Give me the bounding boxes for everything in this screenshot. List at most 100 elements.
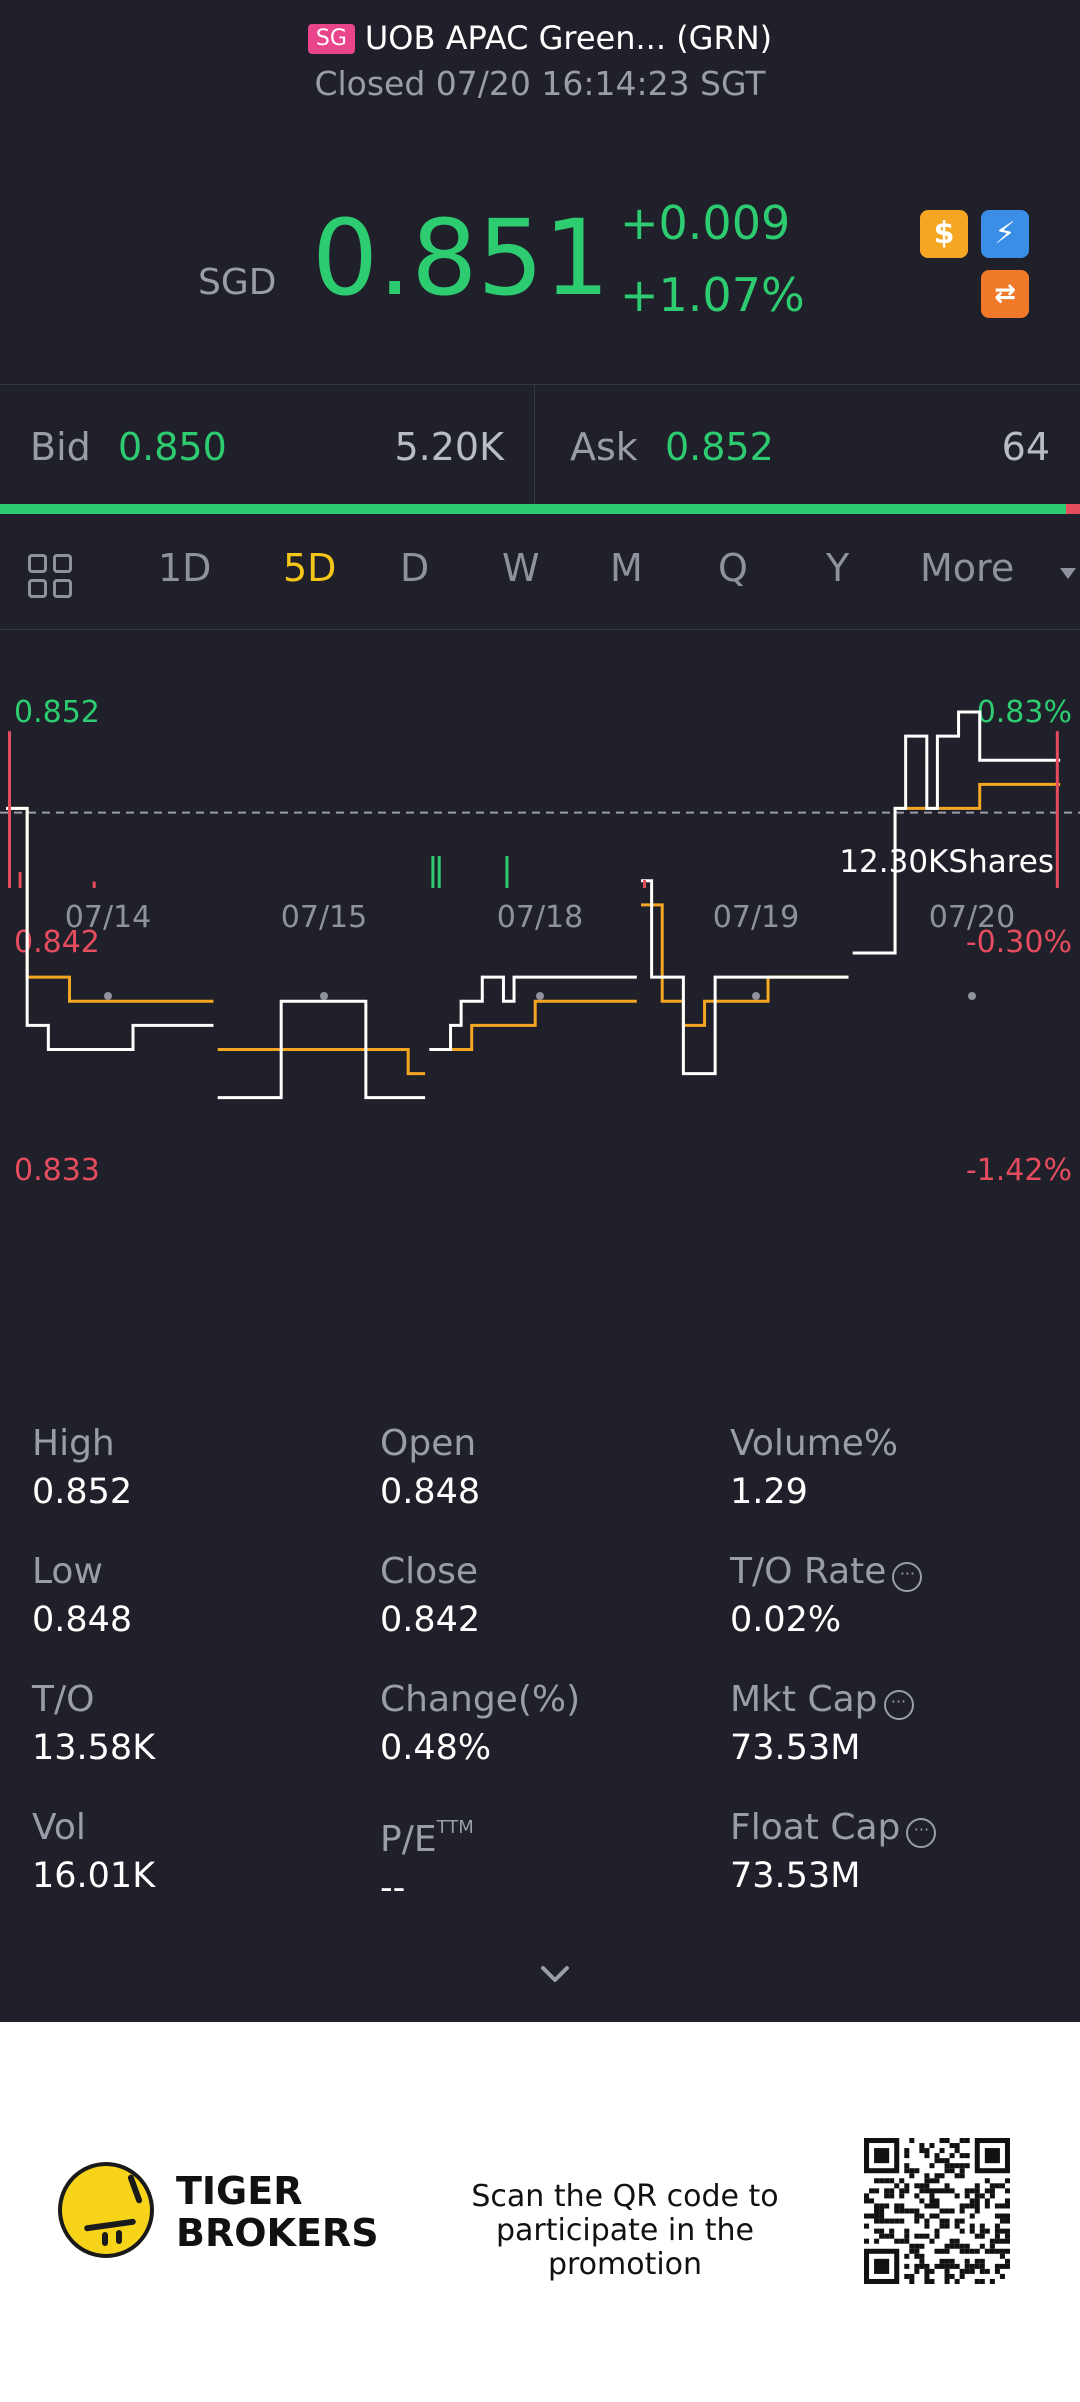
stat-high: High 0.852 (32, 1420, 372, 1516)
bid-ratio-fill (0, 504, 1066, 514)
price-change-pct: +1.07% (620, 268, 805, 322)
stat-t-o-rate[interactable]: T/O Rate ··· 0.02% (730, 1548, 1070, 1644)
stat-label: Volume% (730, 1423, 899, 1464)
currency-label: SGD (198, 262, 277, 303)
tab-more[interactable]: More (920, 546, 1015, 590)
bolt-icon[interactable]: ⚡ (981, 210, 1029, 258)
volume-bar (92, 881, 96, 888)
bid-ask-panel[interactable]: Bid 0.850 5.20K Ask 0.852 64 (0, 384, 1080, 507)
qr-code-icon[interactable] (864, 2138, 1010, 2284)
x-axis-tick-dot (752, 992, 760, 1000)
volume-bar (437, 856, 441, 888)
dollar-icon[interactable]: $ (920, 210, 968, 258)
tab-w[interactable]: W (502, 546, 540, 590)
promo-footer: TIGER BROKERS Scan the QR code to partic… (0, 2022, 1080, 2402)
stat-value: 73.53M (730, 1856, 861, 1896)
promo-line-2: participate in the promotion (496, 2213, 754, 2282)
stat-close: Close 0.842 (380, 1548, 720, 1644)
price-line (429, 975, 637, 1051)
stock-title: UOB APAC Green... (GRN) (364, 19, 773, 57)
tiger-logo-icon (58, 2162, 154, 2258)
x-axis-label: 07/18 (497, 900, 583, 935)
promo-text: Scan the QR code to participate in the p… (420, 2180, 830, 2282)
tab-q[interactable]: Q (718, 546, 748, 590)
stat-vol: Vol 16.01K (32, 1804, 372, 1900)
stat-value: 13.58K (32, 1728, 156, 1768)
y-axis-label-right: 0.83% (977, 695, 1072, 730)
volume-bar (643, 880, 647, 888)
brand-name: TIGER BROKERS (176, 2170, 379, 2254)
more-info-icon[interactable]: ··· (892, 1562, 923, 1592)
brand-line-2: BROKERS (176, 2211, 379, 2255)
stat-label-sup: TTM (436, 1817, 474, 1838)
stat-value: -- (380, 1868, 406, 1908)
stat-value: 73.53M (730, 1728, 861, 1768)
stat-label: Change(%) (380, 1679, 581, 1720)
tab-5d[interactable]: 5D (283, 546, 337, 590)
stat-change-: Change(%) 0.48% (380, 1676, 720, 1772)
stock-title-row[interactable]: SG UOB APAC Green... (GRN) (0, 18, 1080, 58)
last-price: 0.851 (312, 197, 610, 319)
stat-label: T/O Rate ··· (730, 1548, 1070, 1596)
more-info-icon[interactable]: ··· (883, 1690, 914, 1720)
stat-volume-: Volume% 1.29 (730, 1420, 1070, 1516)
tab-y[interactable]: Y (826, 546, 850, 590)
stat-p-e: P/ETTM -- (380, 1804, 720, 1912)
grid-icon[interactable] (28, 554, 74, 600)
chevron-down-icon[interactable] (1060, 568, 1076, 579)
volume-bar (8, 731, 11, 888)
y-axis-label-left: 0.852 (14, 695, 100, 730)
ask-ratio-fill (1065, 504, 1080, 514)
stat-label: Mkt Cap ··· (730, 1676, 1070, 1724)
stat-value: 16.01K (32, 1856, 156, 1896)
x-axis-label: 07/19 (713, 900, 799, 935)
stat-value: 0.852 (32, 1472, 133, 1512)
stat-low: Low 0.848 (32, 1548, 372, 1644)
market-badge: SG (307, 24, 355, 54)
stat-value: 0.48% (380, 1728, 492, 1768)
volume-bar (505, 856, 509, 888)
bid-qty: 5.20K (394, 425, 504, 469)
price-change: +0.009 (620, 196, 791, 250)
ask-label: Ask (570, 425, 638, 469)
average-line (429, 999, 637, 1051)
tab-m[interactable]: M (610, 546, 643, 590)
stat-float-cap[interactable]: Float Cap ··· 73.53M (730, 1804, 1070, 1900)
bid-ask-ratio-bar (0, 504, 1080, 514)
stat-t-o: T/O 13.58K (32, 1676, 372, 1772)
brand-line-1: TIGER (176, 2169, 303, 2213)
y-axis-label-right: -1.42% (966, 1153, 1072, 1188)
volume-label: 12.30KShares (839, 844, 1054, 880)
y-axis-label-left: 0.833 (14, 1153, 100, 1188)
x-axis-tick-dot (320, 992, 328, 1000)
x-axis-tick-dot (104, 992, 112, 1000)
ask-qty: 64 (1001, 425, 1050, 469)
stat-value: 0.848 (32, 1600, 133, 1640)
x-axis-tick-dot (536, 992, 544, 1000)
volume-bar (431, 856, 435, 888)
stat-label: Low (32, 1551, 103, 1592)
stat-label: P/ETTM (380, 1817, 474, 1860)
bid-price: 0.850 (118, 425, 227, 469)
stat-label: Close (380, 1551, 479, 1592)
stat-label: T/O (32, 1679, 95, 1720)
price-line (6, 806, 214, 1051)
chevron-down-icon[interactable] (535, 1960, 575, 1990)
stat-mkt-cap[interactable]: Mkt Cap ··· 73.53M (730, 1676, 1070, 1772)
price-chart[interactable]: 0.852 0.842 0.833 0.83% -0.30% -1.42% 12.30KSh… (0, 630, 1080, 1410)
average-line (217, 1047, 426, 1076)
stat-value: 0.848 (380, 1472, 481, 1512)
tab-d[interactable]: D (400, 546, 430, 590)
swap-icon[interactable]: ⇄ (981, 270, 1029, 318)
y-axis-label-right: -0.30% (966, 925, 1072, 960)
market-status: Closed 07/20 16:14:23 SGT (314, 64, 766, 103)
more-info-icon[interactable]: ··· (906, 1818, 937, 1848)
tab-1d[interactable]: 1D (158, 546, 212, 590)
price-line (641, 879, 849, 1076)
stat-label: Vol (32, 1807, 86, 1848)
stats-grid: High 0.852 Open 0.848 Volume% 1.29 Low 0.848 Clo… (0, 1420, 1080, 2020)
price-line (852, 710, 1061, 955)
stat-value: 1.29 (730, 1472, 808, 1512)
volume-bar (18, 872, 22, 888)
quote-header: SG UOB APAC Green... (GRN) Closed 07/20 1… (0, 0, 1080, 384)
